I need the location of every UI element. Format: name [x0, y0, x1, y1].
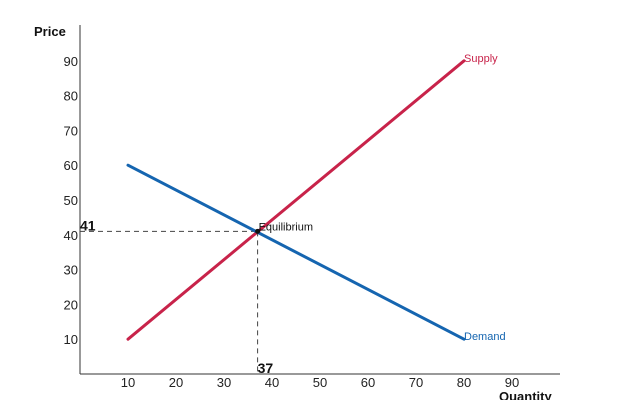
y-tick-label: 30 — [64, 263, 78, 278]
x-tick-labels: 10 20 30 40 50 60 70 80 90 — [121, 375, 519, 390]
y-tick-label: 70 — [64, 123, 78, 138]
equilibrium-marker: Equilibrium 41 37 — [80, 217, 313, 376]
x-tick-label: 20 — [169, 375, 183, 390]
y-tick-label: 40 — [64, 228, 78, 243]
x-axis-title: Quantity — [499, 389, 552, 400]
supply-line — [126, 59, 466, 341]
x-tick-label: 50 — [313, 375, 327, 390]
equilibrium-label: Equilibrium — [259, 221, 313, 233]
y-tick-label: 20 — [64, 297, 78, 312]
x-tick-label: 80 — [457, 375, 471, 390]
x-tick-label: 40 — [265, 375, 279, 390]
demand-line — [126, 163, 466, 341]
y-tick-label: 60 — [64, 158, 78, 173]
equilibrium-quantity-value: 37 — [258, 360, 274, 376]
series-lines: Supply Demand — [126, 53, 506, 343]
equilibrium-guides — [80, 230, 259, 374]
y-axis-title: Price — [34, 24, 66, 39]
x-tick-label: 60 — [361, 375, 375, 390]
axes — [79, 25, 560, 375]
equilibrium-point — [255, 228, 261, 234]
y-tick-label: 90 — [64, 54, 78, 69]
x-tick-label: 90 — [505, 375, 519, 390]
equilibrium-price-value: 41 — [80, 217, 96, 233]
y-tick-label: 80 — [64, 89, 78, 104]
y-tick-label: 10 — [64, 332, 78, 347]
y-tick-labels: 10 20 30 40 50 60 70 80 90 — [64, 54, 78, 347]
y-tick-label: 50 — [64, 193, 78, 208]
x-tick-label: 30 — [217, 375, 231, 390]
x-tick-label: 70 — [409, 375, 423, 390]
supply-label: Supply — [464, 53, 498, 65]
demand-label: Demand — [464, 331, 506, 343]
x-tick-label: 10 — [121, 375, 135, 390]
